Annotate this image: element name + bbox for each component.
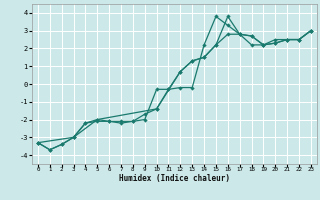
X-axis label: Humidex (Indice chaleur): Humidex (Indice chaleur) (119, 174, 230, 183)
